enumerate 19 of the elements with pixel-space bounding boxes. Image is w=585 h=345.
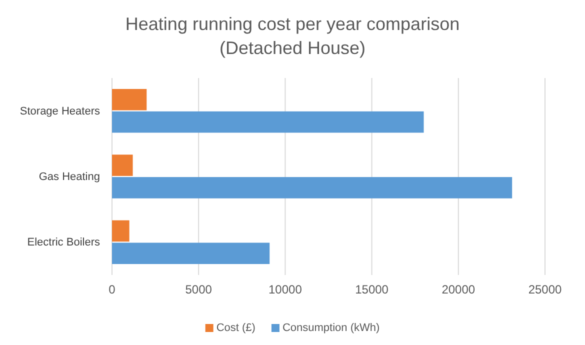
legend-label: Consumption (kWh): [282, 322, 380, 334]
x-tick-label: 5000: [185, 282, 212, 297]
y-tick-label: Storage Heaters: [20, 105, 100, 118]
x-tick-label: 20000: [442, 282, 476, 297]
x-tick-label: 0: [108, 282, 116, 297]
bar: [112, 242, 270, 264]
chart-subtitle: (Detached House): [219, 38, 366, 58]
bar: [112, 88, 147, 110]
x-tick-label: 10000: [268, 282, 302, 297]
bar: [112, 220, 130, 242]
x-tick-label: 25000: [528, 282, 562, 297]
x-tick-label: 15000: [355, 282, 389, 297]
y-tick-label: Electric Boilers: [27, 236, 100, 249]
bar: [112, 111, 424, 133]
bar: [112, 154, 133, 176]
chart-title: Heating running cost per year comparison: [125, 14, 460, 34]
legend-label: Cost (£): [216, 322, 256, 334]
y-tick-label: Gas Heating: [38, 171, 100, 184]
bar: [112, 177, 512, 198]
